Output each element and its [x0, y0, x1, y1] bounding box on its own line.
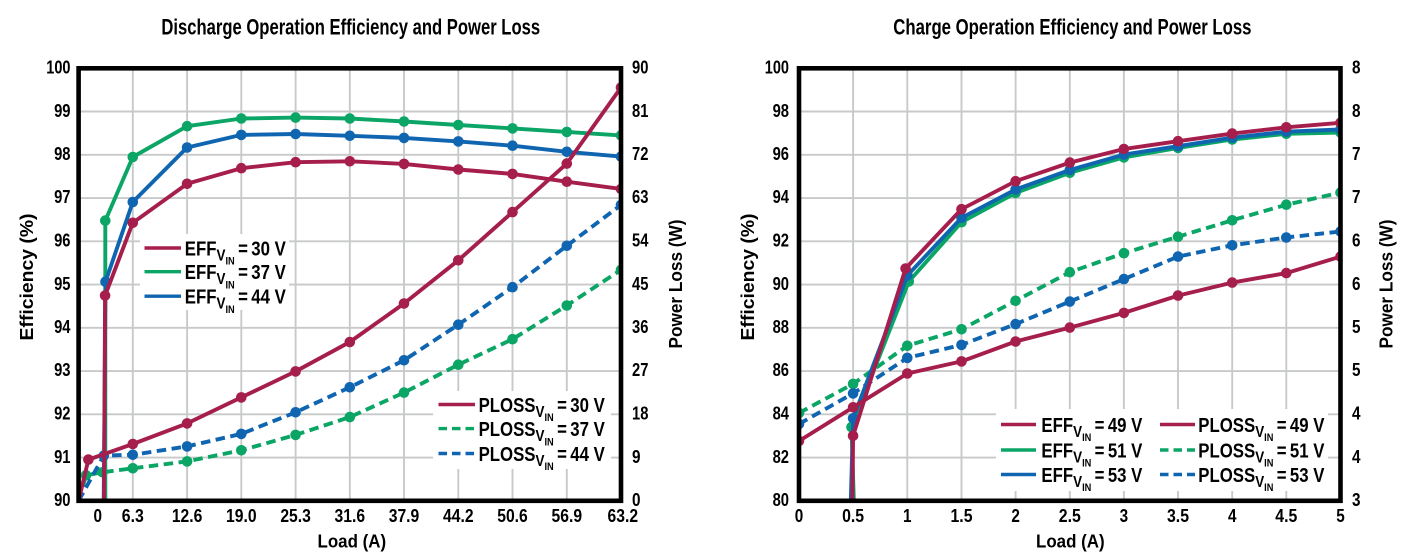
svg-text:63: 63 [632, 187, 648, 207]
svg-text:2: 2 [1011, 506, 1020, 526]
svg-text:92: 92 [773, 231, 789, 251]
svg-text:90: 90 [54, 490, 70, 510]
svg-text:44.2: 44.2 [443, 506, 474, 526]
svg-text:3: 3 [1120, 506, 1129, 526]
svg-text:84: 84 [773, 404, 789, 424]
svg-text:92: 92 [54, 404, 70, 424]
svg-text:5: 5 [1336, 506, 1345, 526]
svg-text:5: 5 [1352, 360, 1361, 380]
svg-text:50.6: 50.6 [497, 506, 528, 526]
svg-text:EFFVIN = 53 V: EFFVIN = 53 V [1041, 463, 1143, 494]
svg-text:PLOSSVIN = 53 V: PLOSSVIN = 53 V [1198, 463, 1325, 494]
svg-text:6: 6 [1352, 274, 1361, 294]
svg-text:91: 91 [54, 447, 70, 467]
svg-text:12.6: 12.6 [172, 506, 203, 526]
svg-text:90: 90 [773, 274, 789, 294]
svg-text:96: 96 [773, 144, 789, 164]
svg-text:8: 8 [1352, 101, 1361, 121]
svg-text:4: 4 [1352, 447, 1361, 467]
svg-text:81: 81 [632, 101, 648, 121]
svg-text:7: 7 [1352, 187, 1361, 207]
svg-text:98: 98 [773, 101, 789, 121]
svg-text:4: 4 [1228, 506, 1237, 526]
svg-text:63.2: 63.2 [608, 506, 639, 526]
svg-text:Power Loss (W): Power Loss (W) [666, 220, 686, 349]
svg-text:6: 6 [1352, 231, 1361, 251]
svg-text:6.3: 6.3 [122, 506, 144, 526]
svg-text:7: 7 [1352, 144, 1361, 164]
svg-text:1.5: 1.5 [951, 506, 973, 526]
svg-text:88: 88 [773, 317, 789, 337]
svg-text:Load (A): Load (A) [318, 532, 387, 552]
svg-text:PLOSSVIN = 44 V: PLOSSVIN = 44 V [479, 442, 606, 473]
svg-text:45: 45 [632, 274, 648, 294]
svg-text:96: 96 [54, 231, 70, 251]
svg-text:0: 0 [795, 506, 804, 526]
svg-text:37.9: 37.9 [389, 506, 420, 526]
svg-text:EFFVIN = 37 V: EFFVIN = 37 V [185, 261, 287, 292]
svg-text:Efficiency (%): Efficiency (%) [738, 213, 758, 340]
svg-text:Charge Operation Efficiency an: Charge Operation Efficiency and Power Lo… [893, 15, 1251, 40]
svg-text:EFFVIN = 30 V: EFFVIN = 30 V [185, 237, 287, 268]
svg-text:82: 82 [773, 447, 789, 467]
svg-text:94: 94 [773, 187, 789, 207]
svg-text:4: 4 [1352, 404, 1361, 424]
svg-text:PLOSSVIN = 51 V: PLOSSVIN = 51 V [1198, 439, 1325, 470]
svg-text:90: 90 [632, 58, 648, 78]
svg-text:Discharge Operation Efficiency: Discharge Operation Efficiency and Power… [161, 15, 540, 40]
svg-text:99: 99 [54, 101, 70, 121]
svg-text:80: 80 [773, 490, 789, 510]
svg-text:97: 97 [54, 187, 70, 207]
svg-text:54: 54 [632, 231, 648, 251]
svg-text:PLOSSVIN = 30 V: PLOSSVIN = 30 V [479, 393, 606, 424]
svg-text:Power Loss (W): Power Loss (W) [1377, 220, 1397, 349]
svg-text:Load (A): Load (A) [1036, 532, 1105, 552]
svg-text:PLOSSVIN = 37 V: PLOSSVIN = 37 V [479, 417, 606, 448]
svg-text:36: 36 [632, 317, 648, 337]
svg-text:0: 0 [94, 506, 103, 526]
svg-text:95: 95 [54, 274, 70, 294]
svg-text:86: 86 [773, 360, 789, 380]
svg-text:5: 5 [1352, 317, 1361, 337]
svg-text:3.5: 3.5 [1167, 506, 1189, 526]
svg-text:EFFVIN = 51 V: EFFVIN = 51 V [1041, 439, 1143, 470]
svg-text:25.3: 25.3 [280, 506, 311, 526]
svg-text:EFFVIN = 44 V: EFFVIN = 44 V [185, 285, 287, 316]
svg-text:98: 98 [54, 144, 70, 164]
svg-text:PLOSSVIN = 49 V: PLOSSVIN = 49 V [1198, 413, 1325, 444]
svg-text:100: 100 [46, 58, 70, 78]
svg-text:56.9: 56.9 [552, 506, 583, 526]
svg-text:8: 8 [1352, 58, 1361, 78]
svg-text:94: 94 [54, 317, 70, 337]
svg-text:72: 72 [632, 144, 648, 164]
svg-text:19.0: 19.0 [226, 506, 257, 526]
svg-text:3: 3 [1352, 490, 1361, 510]
svg-text:Efficiency (%): Efficiency (%) [17, 213, 37, 340]
svg-text:31.6: 31.6 [335, 506, 366, 526]
svg-text:2.5: 2.5 [1059, 506, 1081, 526]
svg-text:4.5: 4.5 [1275, 506, 1297, 526]
svg-text:0: 0 [632, 490, 641, 510]
svg-text:27: 27 [632, 360, 648, 380]
svg-text:9: 9 [632, 447, 641, 467]
svg-text:EFFVIN = 49 V: EFFVIN = 49 V [1041, 413, 1143, 444]
svg-text:18: 18 [632, 404, 648, 424]
svg-text:0.5: 0.5 [842, 506, 864, 526]
svg-text:93: 93 [54, 360, 70, 380]
svg-text:100: 100 [765, 58, 789, 78]
svg-text:1: 1 [903, 506, 912, 526]
